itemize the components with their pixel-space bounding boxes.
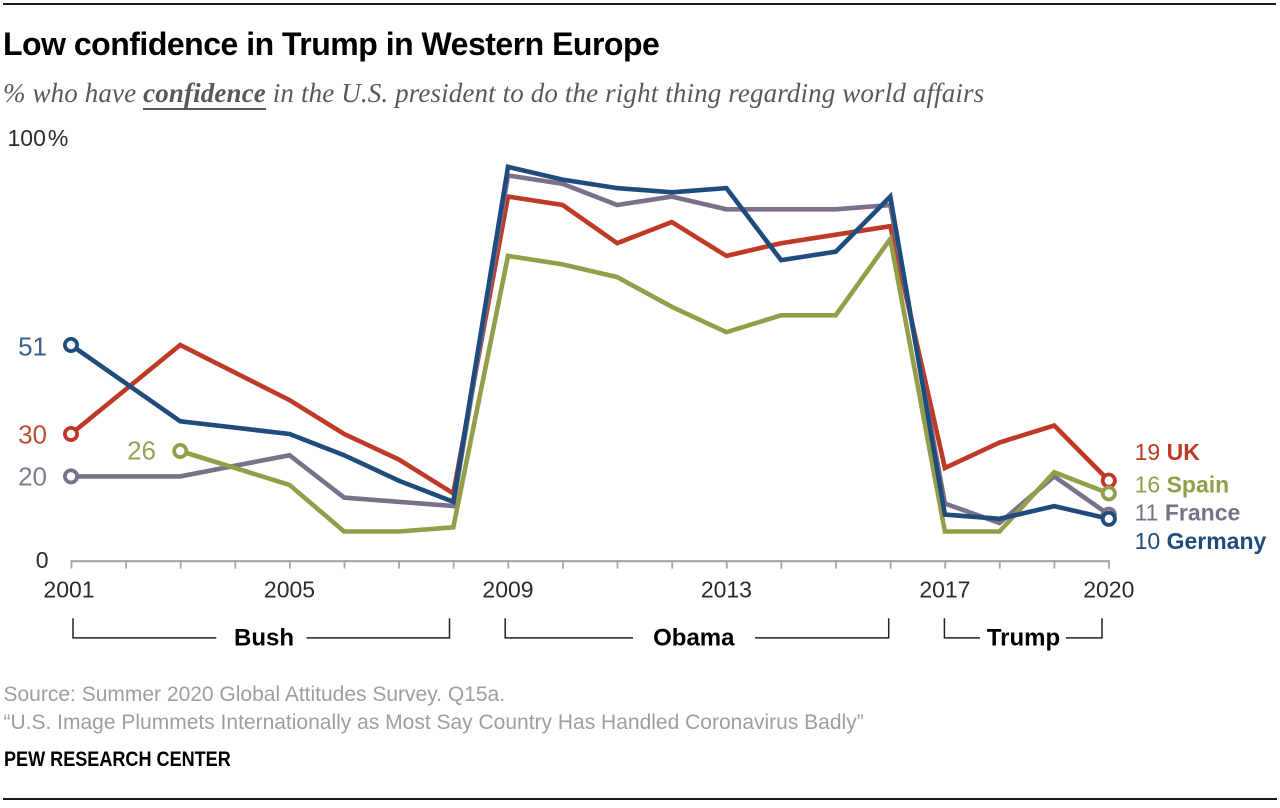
svg-text:2017: 2017: [919, 577, 970, 603]
svg-text:2009: 2009: [482, 577, 533, 603]
svg-text:Obama: Obama: [653, 625, 735, 652]
svg-text:Bush: Bush: [234, 625, 294, 652]
svg-text:19 UK: 19 UK: [1135, 439, 1201, 465]
svg-text:51: 51: [18, 332, 47, 362]
svg-text:2020: 2020: [1083, 577, 1134, 603]
svg-text:10 Germany: 10 Germany: [1135, 528, 1267, 554]
svg-text:Trump: Trump: [987, 625, 1060, 652]
svg-text:100%: 100%: [8, 125, 69, 151]
svg-text:11 France: 11 France: [1135, 500, 1241, 526]
svg-text:20: 20: [18, 461, 47, 491]
svg-text:2013: 2013: [701, 577, 752, 603]
svg-text:16 Spain: 16 Spain: [1135, 471, 1230, 497]
svg-text:2005: 2005: [264, 577, 315, 603]
svg-text:26: 26: [127, 436, 156, 466]
svg-text:0: 0: [36, 547, 49, 573]
svg-text:30: 30: [18, 420, 47, 450]
svg-text:2001: 2001: [43, 577, 94, 603]
